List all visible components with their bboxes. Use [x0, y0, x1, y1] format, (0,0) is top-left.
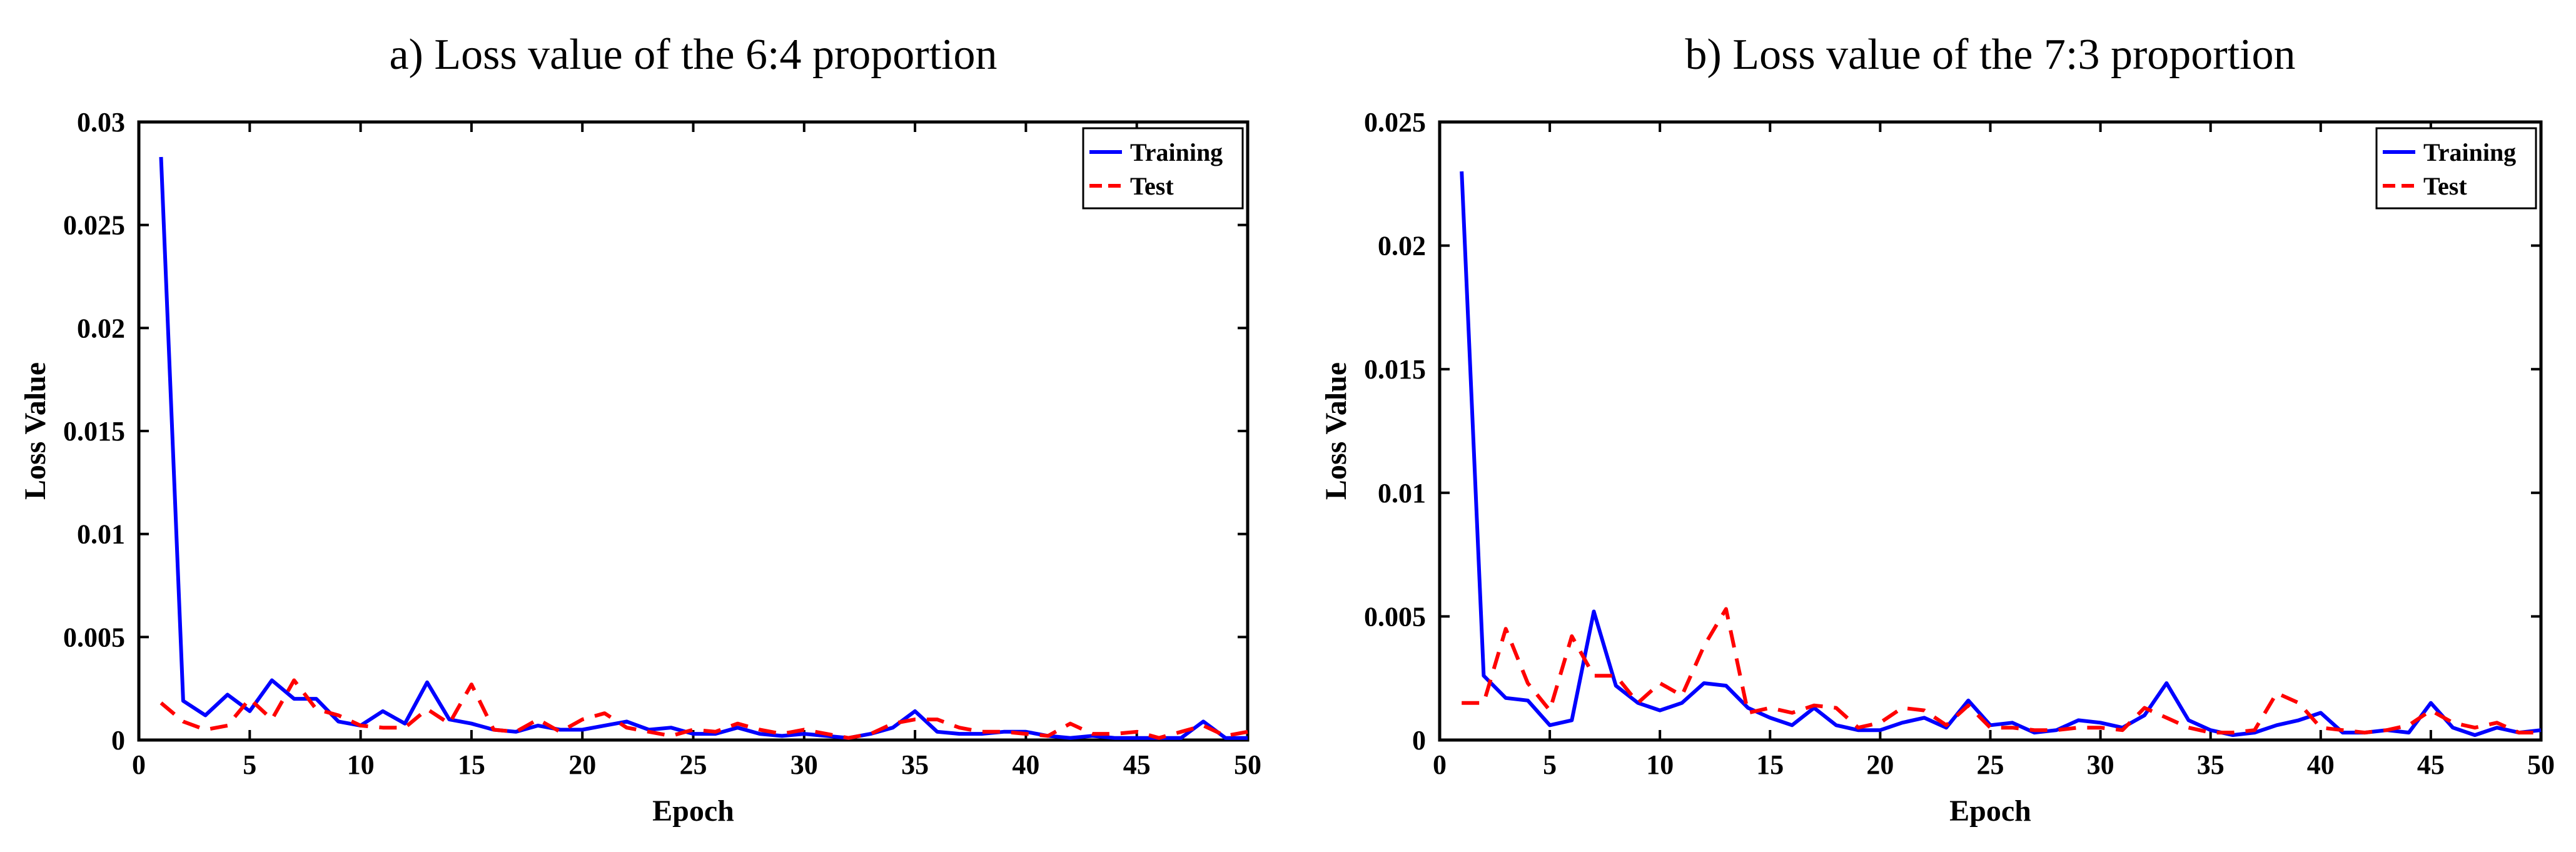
figure-canvas: a) Loss value of the 6:4 proportion 0 5 10 1…: [0, 0, 2576, 852]
legend-label-test: Test: [2423, 172, 2467, 200]
chart-panel-b: b) Loss value of the 7:3 proportion 0 5 10 1…: [1320, 31, 2555, 828]
y-tick-label: 0.03: [77, 107, 125, 138]
x-tick-label: 20: [1866, 749, 1894, 780]
legend: Training Test: [1083, 128, 1243, 208]
y-axis-label: Loss Value: [19, 362, 52, 500]
y-tick-label: 0.015: [1364, 354, 1426, 385]
x-tick-label: 20: [568, 749, 596, 780]
y-tick-label: 0.01: [77, 519, 125, 550]
x-tick-label: 45: [1123, 749, 1151, 780]
y-axis-label: Loss Value: [1320, 362, 1353, 500]
chart-title: a) Loss value of the 6:4 proportion: [389, 31, 997, 79]
legend: Training Test: [2376, 128, 2536, 208]
legend-label-test: Test: [1130, 172, 1174, 200]
x-tick-label: 5: [1543, 749, 1557, 780]
y-tick-label: 0: [111, 725, 125, 756]
plot-area: [139, 122, 1248, 740]
x-tick-label: 45: [2417, 749, 2445, 780]
x-tick-label: 35: [2197, 749, 2225, 780]
y-tick-label: 0.015: [63, 416, 125, 447]
y-tick-label: 0.005: [63, 622, 125, 652]
x-axis-label: Epoch: [652, 794, 734, 828]
y-tick-label: 0.02: [1378, 231, 1426, 261]
x-tick-label: 40: [1012, 749, 1039, 780]
x-tick-label: 50: [1234, 749, 1261, 780]
y-tick-label: 0.01: [1378, 478, 1426, 509]
x-tick-label: 10: [347, 749, 375, 780]
x-tick-label: 30: [790, 749, 818, 780]
x-tick-label: 35: [901, 749, 929, 780]
x-tick-label: 25: [1977, 749, 2004, 780]
x-tick-label: 10: [1646, 749, 1674, 780]
x-axis-label: Epoch: [1949, 794, 2031, 828]
x-tick-label: 0: [132, 749, 146, 780]
chart-title: b) Loss value of the 7:3 proportion: [1685, 31, 2296, 79]
x-tick-label: 15: [458, 749, 485, 780]
x-tick-label: 0: [1433, 749, 1447, 780]
x-tick-label: 25: [680, 749, 707, 780]
x-tick-label: 50: [2527, 749, 2555, 780]
x-tick-label: 40: [2307, 749, 2335, 780]
x-tick-label: 15: [1756, 749, 1784, 780]
x-tick-label: 30: [2087, 749, 2114, 780]
y-tick-label: 0.025: [63, 210, 125, 241]
y-tick-label: 0: [1412, 725, 1426, 756]
chart-panel-a: a) Loss value of the 6:4 proportion 0 5 10 1…: [19, 31, 1261, 828]
x-tick-label: 5: [243, 749, 256, 780]
legend-label-training: Training: [2423, 138, 2516, 166]
y-tick-label: 0.005: [1364, 601, 1426, 632]
legend-label-training: Training: [1130, 138, 1223, 166]
y-tick-label: 0.02: [77, 313, 125, 343]
y-tick-label: 0.025: [1364, 107, 1426, 138]
